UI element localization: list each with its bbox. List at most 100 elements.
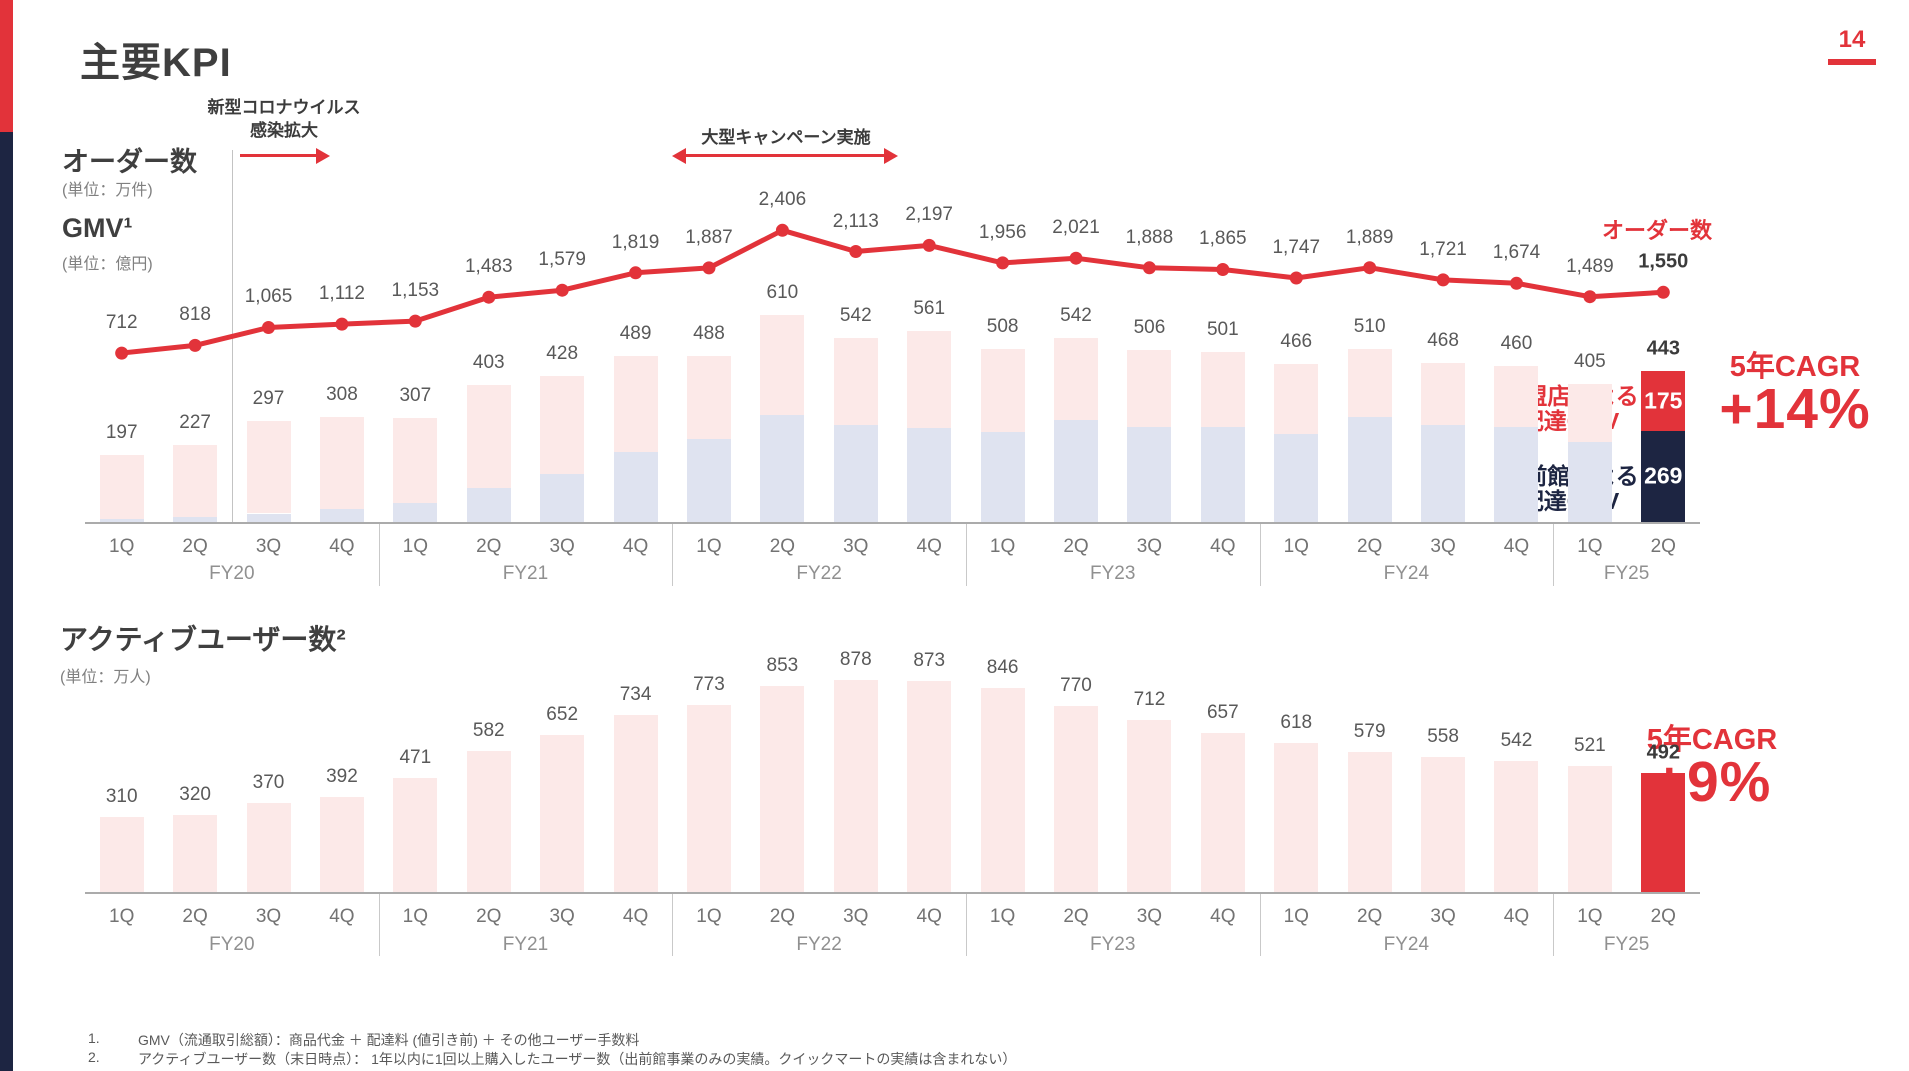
covid-annotation-line1: 新型コロナウイルス <box>207 98 361 117</box>
orders-value-label: 1,489 <box>1566 255 1614 277</box>
active-users-bar <box>1567 766 1612 892</box>
active-users-bar <box>833 679 878 892</box>
quarter-tick-label: 2Q <box>476 536 502 557</box>
orders-value-label: 2,197 <box>905 204 953 226</box>
active-users-bar <box>613 714 658 892</box>
fiscal-year-separator <box>378 894 380 956</box>
gmv-bar-demaekan-segment <box>1347 417 1392 522</box>
orders-value-label: 1,887 <box>685 226 733 248</box>
quarter-tick-label: 2Q <box>1650 536 1676 557</box>
x-axis-line <box>85 892 1700 894</box>
quarter-tick-label: 2Q <box>182 906 208 927</box>
active-users-bar <box>319 797 364 892</box>
orders-value-label: 1,065 <box>244 286 293 308</box>
covid-arrow-line <box>240 154 316 157</box>
active-users-bar <box>760 686 805 892</box>
fiscal-year-separator <box>1553 894 1555 956</box>
gmv-value-label: 307 <box>399 384 432 406</box>
campaign-arrow-left-head-icon <box>672 147 686 164</box>
gmv-bar-pink-segment <box>1567 384 1612 443</box>
quarter-tick-label: 4Q <box>1503 906 1530 927</box>
active-users-bar <box>99 817 144 892</box>
gmv-value-label: 297 <box>252 388 285 410</box>
active-users-bar <box>1127 720 1172 892</box>
active-users-bar <box>1421 757 1466 892</box>
quarter-tick-label: 1Q <box>402 906 429 927</box>
fiscal-year-label: FY20 <box>209 934 255 955</box>
gmv-bar-pink-segment <box>1127 349 1172 428</box>
gmv-bar-pink-segment <box>980 349 1025 432</box>
top-cagr-value: +14% <box>1719 377 1871 441</box>
active-users-bar <box>173 814 218 892</box>
active-users-value-label: 770 <box>1060 675 1092 697</box>
quarter-tick-label: 2Q <box>1063 906 1089 927</box>
quarter-tick-label: 1Q <box>402 536 429 557</box>
gmv-bar-pink-segment <box>686 356 731 439</box>
orders-value-label: 1,747 <box>1272 237 1321 259</box>
quarter-tick-label: 4Q <box>329 536 355 557</box>
quarter-tick-label: 2Q <box>1650 906 1676 927</box>
active-users-bar <box>246 802 291 892</box>
active-users-value-label: 310 <box>105 786 138 808</box>
fiscal-year-label: FY24 <box>1383 563 1430 584</box>
orders-axis-unit: (単位：万件) <box>62 182 153 199</box>
fiscal-year-separator <box>378 524 380 586</box>
active-users-value-label: 846 <box>986 656 1019 678</box>
quarter-tick-label: 1Q <box>1577 906 1603 927</box>
gmv-bar-pink-segment <box>1200 351 1245 428</box>
quarter-tick-label: 2Q <box>1356 906 1383 927</box>
gmv-value-label: 227 <box>179 411 211 433</box>
orders-value-label: 2,021 <box>1052 217 1100 239</box>
orders-value-label: 2,406 <box>758 189 807 211</box>
active-users-value-label: 370 <box>252 771 285 793</box>
fiscal-year-separator <box>672 524 674 586</box>
gmv-bar-demaekan-segment <box>1054 420 1099 522</box>
fiscal-year-separator <box>1259 524 1261 586</box>
gmv-bar-pink-segment <box>613 355 658 453</box>
quarter-tick-label: 1Q <box>1283 906 1309 927</box>
active-users-value-label: 582 <box>472 720 505 742</box>
footnote-1-number: 1. <box>88 1030 100 1046</box>
fiscal-year-label: FY20 <box>209 563 255 584</box>
gmv-bar-demaekan-segment <box>173 517 218 522</box>
orders-value-label: 1,819 <box>611 231 660 253</box>
orders-value-label: 1,889 <box>1345 226 1394 248</box>
quarter-tick-label: 3Q <box>1136 906 1163 927</box>
orders-value-label: 1,153 <box>391 280 440 302</box>
fiscal-year-separator <box>1259 894 1261 956</box>
quarter-tick-label: 3Q <box>1430 536 1456 557</box>
quarter-tick-label: 1Q <box>696 906 722 927</box>
fiscal-year-label: FY22 <box>796 934 842 955</box>
quarter-tick-label: 1Q <box>989 906 1016 927</box>
fiscal-year-label: FY22 <box>796 563 842 584</box>
left-accent-navy <box>0 132 13 1071</box>
footnote-2-text: アクティブユーザー数（末日時点）： 1年以内に1回以上購入したユーザー数（出前館… <box>138 1051 1017 1067</box>
active-users-chart: 310 320 370 392 471 582 652 734 773 853 878 873 846 7… <box>85 649 1700 956</box>
orders-value-label: 1,579 <box>538 249 586 271</box>
quarter-tick-label: 4Q <box>1503 536 1530 557</box>
quarter-tick-label: 3Q <box>843 906 869 927</box>
gmv-bar-demaekan-segment <box>1641 430 1686 522</box>
kameiten-segment-value: 175 <box>1644 387 1683 414</box>
active-users-bar-highlight <box>1641 773 1686 892</box>
top-cagr-label: 5年CAGR <box>1729 351 1861 383</box>
gmv-bar-pink-segment <box>99 455 144 519</box>
quarter-tick-label: 3Q <box>1136 536 1163 557</box>
quarter-tick-label: 4Q <box>916 906 942 927</box>
active-users-value-label: 471 <box>399 747 432 769</box>
active-users-value-label: 657 <box>1206 702 1239 724</box>
covid-annotation: 新型コロナウイルス 感染拡大 <box>178 96 390 142</box>
gmv-bar-demaekan-segment <box>833 425 878 522</box>
fiscal-year-label: FY23 <box>1090 563 1136 584</box>
active-users-bar <box>1054 706 1099 892</box>
quarter-tick-label: 3Q <box>255 906 282 927</box>
bottom-cagr-label: 5年CAGR <box>1646 724 1778 756</box>
orders-value-label: 1,674 <box>1492 242 1541 264</box>
quarter-tick-label: 4Q <box>329 906 355 927</box>
active-users-value-label: 853 <box>766 655 799 676</box>
orders-value-label: 2,113 <box>832 210 879 232</box>
fiscal-year-separator <box>1553 524 1555 586</box>
orders-value-label: 1,550 <box>1638 250 1689 273</box>
active-users-value-label: 521 <box>1574 735 1606 757</box>
